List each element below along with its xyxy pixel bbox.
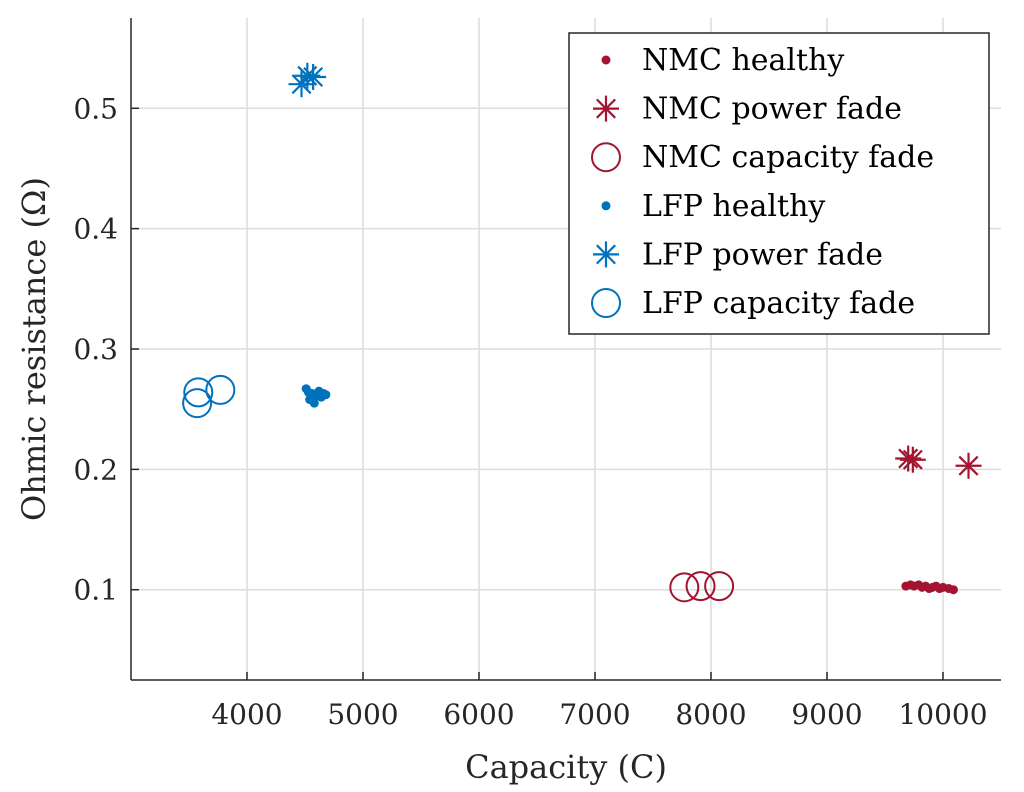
y-tick-label: 0.5 [73,92,118,125]
data-point [669,572,700,603]
legend-marker [593,241,619,268]
star-stroke [902,449,923,470]
legend-label: NMC capacity fade [642,140,934,175]
series-lfp-power-fade [288,62,327,98]
x-tick-label: 9000 [791,698,862,731]
x-axis-label: Capacity (C) [465,748,667,786]
legend-label: LFP capacity fade [642,286,915,321]
axis-ticks: 4000 5000 6000 7000 8000 9000 10000 0.1 0.2 0.3 0.… [73,18,1001,731]
x-tick-label: 5000 [327,698,398,731]
data-point [300,63,327,90]
y-tick-label: 0.4 [73,213,118,246]
data-point [308,393,318,403]
data-point [948,585,958,595]
data-point [294,62,321,89]
star-stroke [596,244,616,265]
series-nmc-capacity-fade [669,571,735,603]
legend-marker [601,201,611,211]
legend-marker [593,95,619,122]
series-lfp-capacity-fade [182,374,236,419]
x-tick-label: 10000 [898,698,987,731]
data-point [182,388,213,419]
series-nmc-power-fade [895,445,982,479]
data-point [704,571,735,602]
data-point [955,452,982,479]
data-point [899,446,926,473]
star-stroke [303,67,324,87]
legend-label: NMC power fade [642,92,902,127]
y-tick-label: 0.3 [73,333,118,366]
data-point [321,390,331,400]
legend: NMC healthy NMC power fade NMC capacity fa… [568,32,990,335]
legend-marker [591,288,621,318]
x-tick-label: 7000 [559,698,630,731]
data-point [685,571,716,602]
data-point [205,374,236,405]
x-tick-label: 6000 [443,698,514,731]
legend-label: LFP power fade [642,237,883,272]
legend-marker [601,55,611,65]
y-tick-label: 0.1 [73,574,118,607]
data-point [895,445,922,472]
x-tick-label: 4000 [211,698,282,731]
legend-marker [591,142,621,173]
y-tick-label: 0.2 [73,453,118,486]
data-point [183,377,214,408]
legend-items: NMC healthy NMC power fade NMC capacity fa… [591,43,934,321]
x-tick-label: 8000 [675,698,746,731]
y-axis-label: Ohmic resistance (Ω) [15,177,53,521]
series-nmc-healthy [901,580,958,595]
legend-box [568,32,990,335]
star-stroke [958,455,979,476]
data-points [182,62,982,603]
legend-label: LFP healthy [642,189,825,224]
series-lfp-healthy [301,384,331,408]
star-stroke [596,98,616,119]
star-stroke [898,448,919,469]
legend-label: NMC healthy [642,43,844,78]
